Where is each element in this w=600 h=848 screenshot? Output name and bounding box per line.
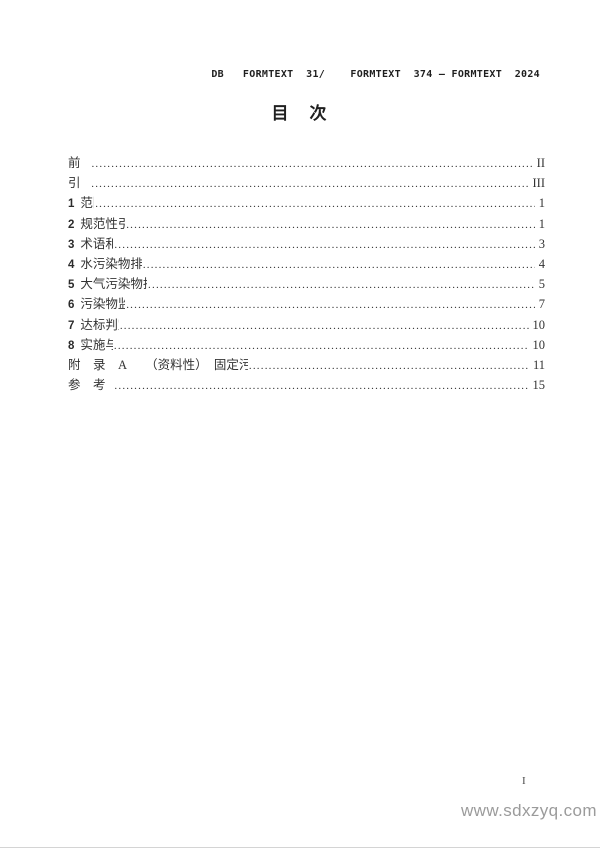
toc-entry-label: 术语和定义 [80, 236, 113, 251]
toc-entry-label: 水污染物排放控制要求 [80, 256, 142, 271]
toc-dot-leader [114, 336, 529, 356]
toc-dot-leader [91, 174, 528, 194]
toc-dot-leader [148, 275, 535, 295]
toc-dot-leader [91, 154, 532, 174]
toc-entry-label: 附 录 A （资料性） 固定污染源废气 含三甲苯的苯系物的测定 气袋采样-气相色… [68, 357, 248, 372]
toc-row: 引 言 III [68, 173, 545, 193]
toc-entry-number: 6 [68, 299, 75, 312]
toc-entry-number: 7 [68, 319, 75, 332]
toc-entry-page-number: III [532, 176, 546, 191]
toc-row: 7 达标判定要求 10 [68, 315, 545, 335]
toc-entry-page-number: 10 [532, 317, 546, 332]
toc-entry-label: 参 考 文 献 [68, 378, 106, 393]
toc-entry-page-number: 1 [538, 196, 545, 211]
toc-dot-leader [114, 235, 534, 255]
toc-row: 5 大气污染物排放控制要求 5 [68, 274, 545, 294]
toc-entry-number: 8 [68, 339, 75, 352]
toc-entry-page-number: 4 [538, 256, 545, 271]
toc-row: 8 实施与监督 10 [68, 335, 545, 355]
toc-entry-label: 范围 [80, 196, 94, 211]
toc-dot-leader [126, 295, 535, 315]
toc-entry-number: 5 [68, 279, 75, 292]
toc-entry-label: 污染物监测要求 [80, 297, 125, 312]
toc-entry-page-number: 5 [538, 277, 545, 292]
toc-dot-leader [95, 194, 535, 214]
toc-entry-page-number: 7 [538, 297, 545, 312]
toc-entry-number: 4 [68, 258, 75, 271]
toc-entry-number: 1 [68, 198, 75, 211]
toc-entry-number: 3 [68, 238, 75, 251]
toc-row: 1 范围 1 [68, 193, 545, 213]
toc-entry-page-number: 1 [538, 216, 545, 231]
toc-entry-label: 引 言 [68, 176, 81, 191]
toc-row: 4 水污染物排放控制要求 4 [68, 254, 545, 274]
page-title: 目 次 [271, 104, 329, 123]
toc-row: 2 规范性引用文件 1 [68, 214, 545, 234]
toc-dot-leader [126, 215, 535, 235]
toc-row: 附 录 A （资料性） 固定污染源废气 含三甲苯的苯系物的测定 气袋采样-气相色… [68, 355, 545, 375]
toc-entry-label: 规范性引用文件 [80, 216, 125, 231]
toc-dot-leader [120, 316, 529, 336]
toc-entry-label: 实施与监督 [80, 337, 112, 352]
toc-dot-leader [249, 356, 529, 376]
toc-row: 参 考 文 献 15 [68, 375, 545, 395]
toc-entry-page-number: 15 [532, 378, 546, 393]
header-doc-code: DB FORMTEXT 31/ FORMTEXT 374 — FORMTEXT … [211, 69, 540, 80]
toc-row: 6 污染物监测要求 7 [68, 294, 545, 314]
watermark-url: www.sdxzyq.com [461, 801, 597, 820]
toc-entry-label: 大气污染物排放控制要求 [80, 277, 147, 292]
toc-entry-label: 达标判定要求 [80, 317, 118, 332]
table-of-contents: 前 言 II 引 言 III 1 范围 1 2 规范性引用文件 [68, 153, 545, 395]
footer-page-number: I [522, 775, 526, 787]
toc-entry-page-number: 10 [532, 337, 546, 352]
toc-entry-page-number: II [536, 156, 545, 170]
toc-entry-number: 2 [68, 218, 75, 231]
toc-row: 3 术语和定义 3 [68, 234, 545, 254]
toc-dot-leader [114, 376, 528, 396]
toc-dot-leader [143, 255, 535, 275]
toc-row: 前 言 II [68, 153, 545, 173]
toc-entry-page-number: 3 [538, 236, 545, 251]
toc-entry-label: 前 言 [68, 156, 81, 170]
toc-entry-page-number: 11 [532, 357, 545, 372]
